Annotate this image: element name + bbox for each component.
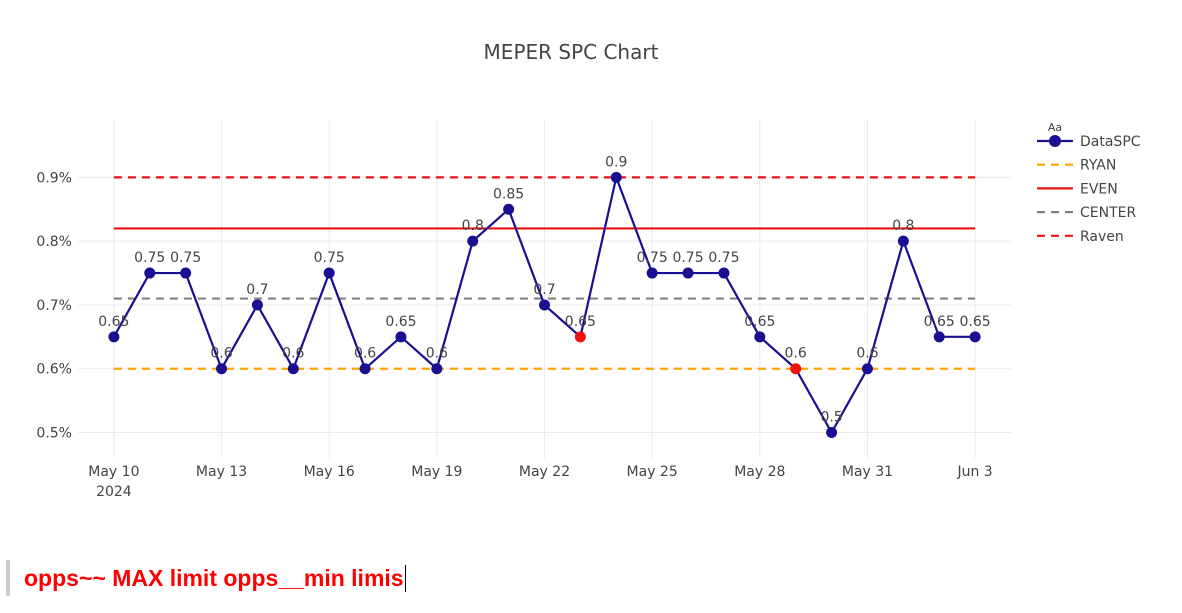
data-label: 0.75 — [314, 250, 345, 266]
x-tick-label: May 25 — [627, 464, 678, 480]
data-series — [108, 171, 981, 438]
data-label: 0.75 — [170, 250, 201, 266]
data-label: 0.85 — [493, 186, 524, 202]
data-point — [754, 331, 766, 343]
x-tick-label: May 28 — [734, 464, 785, 480]
data-label: 0.8 — [892, 218, 914, 234]
data-label: 0.6 — [785, 346, 807, 362]
data-label: 0.65 — [565, 314, 596, 330]
data-label: 0.7 — [533, 282, 555, 298]
data-point — [144, 267, 156, 279]
data-point — [790, 363, 802, 375]
footer-note[interactable]: opps~~ MAX limit opps__min limis — [6, 560, 406, 596]
legend[interactable]: Aa DataSPC RYAN EVEN CENTER Raven — [1037, 121, 1141, 245]
footer-text: opps~~ MAX limit opps__min limis — [24, 564, 406, 592]
x-tick-label: Jun 3 — [956, 464, 992, 480]
data-point — [610, 171, 622, 183]
data-point — [897, 235, 909, 247]
y-tick-label: 0.7% — [36, 298, 72, 314]
y-tick-label: 0.8% — [36, 234, 72, 250]
data-point — [395, 331, 407, 343]
data-point — [251, 299, 263, 311]
x-tick-label: May 10 — [88, 464, 139, 480]
data-labels: 0.650.75 0.750.60.70.60.750.60.650.60.80.… — [98, 154, 990, 425]
x-tick-label: May 13 — [196, 464, 247, 480]
x-tick-label: May 16 — [304, 464, 355, 480]
legend-label-dataspc: DataSPC — [1080, 134, 1141, 150]
data-label: 0.6 — [210, 346, 232, 362]
legend-header: Aa — [1048, 121, 1062, 134]
x-tick-label: May 31 — [842, 464, 893, 480]
data-label: 0.6 — [282, 346, 304, 362]
data-label: 0.75 — [708, 250, 739, 266]
data-point — [216, 363, 228, 375]
data-label: 0.75 — [672, 250, 703, 266]
legend-label-even: EVEN — [1080, 181, 1118, 197]
data-label: 0.8 — [462, 218, 484, 234]
data-point — [180, 267, 192, 279]
data-point — [359, 363, 371, 375]
data-point — [108, 331, 120, 343]
data-label: 0.6 — [426, 346, 448, 362]
data-label: 0.75 — [134, 250, 165, 266]
axes: May 10 May 13 May 16 May 19 May 22 May 25 May … — [36, 170, 992, 500]
data-label: 0.6 — [856, 346, 878, 362]
legend-label-center: CENTER — [1080, 205, 1136, 221]
data-label: 0.65 — [960, 314, 991, 330]
data-point — [826, 426, 838, 438]
data-point — [574, 331, 586, 343]
y-tick-label: 0.6% — [36, 362, 72, 378]
data-point — [431, 363, 443, 375]
legend-label-ryan: RYAN — [1080, 158, 1116, 174]
data-label: 0.65 — [385, 314, 416, 330]
chart-title: MEPER SPC Chart — [484, 40, 659, 64]
data-point — [467, 235, 479, 247]
data-point — [718, 267, 730, 279]
data-point — [682, 267, 694, 279]
legend-label-raven: Raven — [1080, 229, 1124, 245]
data-point — [861, 363, 873, 375]
data-point — [323, 267, 335, 279]
y-tick-label: 0.5% — [36, 425, 72, 441]
data-point — [646, 267, 658, 279]
x-year-label: 2024 — [96, 484, 132, 500]
data-label: 0.7 — [246, 282, 268, 298]
data-point — [287, 363, 299, 375]
data-label: 0.6 — [354, 346, 376, 362]
data-label: 0.5 — [820, 409, 842, 425]
limit-lines — [113, 176, 976, 370]
data-label: 0.65 — [924, 314, 955, 330]
data-label: 0.65 — [744, 314, 775, 330]
data-point — [503, 203, 515, 215]
x-tick-label: May 19 — [411, 464, 462, 480]
data-point — [969, 331, 981, 343]
data-point — [539, 299, 550, 311]
x-tick-label: May 22 — [519, 464, 570, 480]
data-label: 0.65 — [98, 314, 129, 330]
legend-marker-dataspc — [1049, 135, 1061, 147]
data-point — [933, 331, 945, 343]
data-label: 0.9 — [605, 154, 627, 170]
y-tick-label: 0.9% — [36, 170, 72, 186]
data-label: 0.75 — [637, 250, 668, 266]
